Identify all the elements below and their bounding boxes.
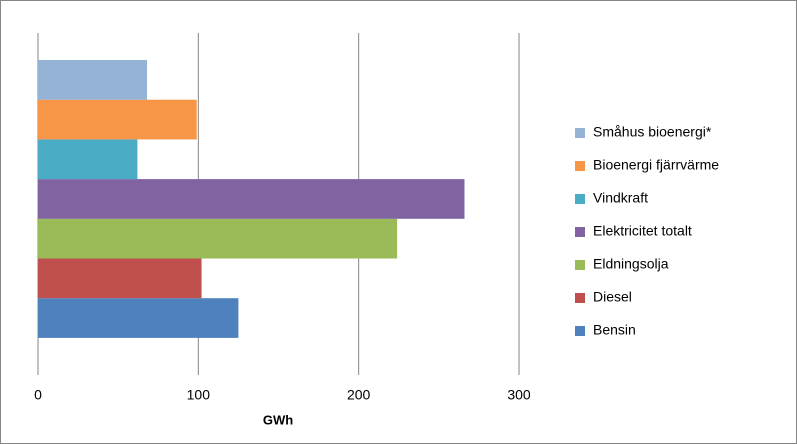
- x-tick-label: 0: [34, 387, 42, 403]
- bar: [38, 258, 202, 299]
- legend-label: Vindkraft: [593, 190, 648, 206]
- legend-swatch: [575, 227, 585, 237]
- x-tick-label: 200: [347, 387, 371, 403]
- bar: [38, 139, 138, 180]
- bar: [38, 99, 197, 140]
- legend-swatch: [575, 260, 585, 270]
- bar: [38, 218, 398, 259]
- x-axis-title: GWh: [263, 412, 293, 427]
- legend-label: Diesel: [593, 289, 632, 305]
- legend-label: Bensin: [593, 322, 636, 338]
- x-tick-label: 100: [187, 387, 211, 403]
- legend-label: Elektricitet totalt: [593, 223, 692, 239]
- x-tick-label: 300: [507, 387, 531, 403]
- legend-swatch: [575, 194, 585, 204]
- legend-label: Bioenergi fjärrvärme: [593, 157, 719, 173]
- legend-swatch: [575, 161, 585, 171]
- legend-label: Eldningsolja: [593, 256, 669, 272]
- legend-swatch: [575, 293, 585, 303]
- bar: [38, 298, 239, 338]
- legend-swatch: [575, 326, 585, 336]
- bar: [38, 179, 465, 219]
- legend-label: Småhus bioenergi*: [593, 124, 712, 140]
- bar: [38, 60, 148, 100]
- legend-swatch: [575, 128, 585, 138]
